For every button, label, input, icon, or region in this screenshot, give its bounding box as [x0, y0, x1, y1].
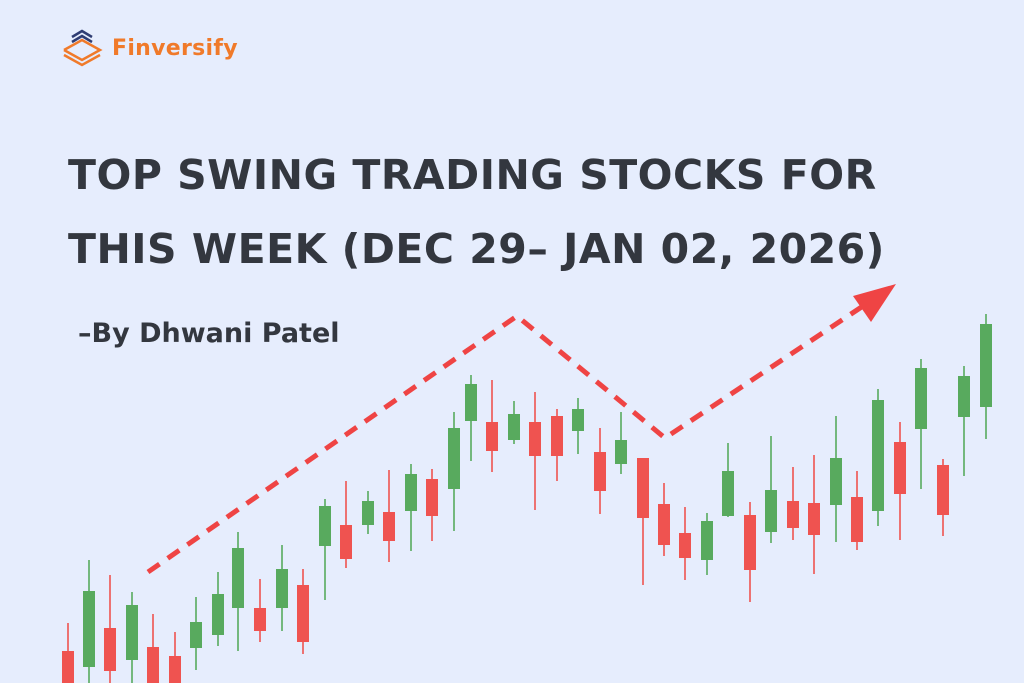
author-byline: –By Dhwani Patel [78, 318, 340, 349]
candle-up [701, 513, 713, 575]
candle-body [190, 622, 202, 648]
candle-up [276, 545, 288, 631]
candle-body [340, 525, 352, 559]
candle-body [104, 628, 116, 671]
candle-body [383, 512, 395, 541]
candle-up [465, 375, 477, 461]
candle-body [254, 608, 266, 631]
candle-up [980, 314, 992, 439]
candle-down [254, 579, 266, 642]
candle-down [787, 467, 799, 540]
candle-body [508, 414, 520, 440]
candle-down [62, 623, 74, 683]
candle-up [212, 572, 224, 646]
candle-down [383, 470, 395, 562]
candle-up [83, 560, 95, 683]
candle-body [658, 504, 670, 545]
candle-body [808, 503, 820, 535]
candle-down [744, 502, 756, 602]
candle-down [104, 575, 116, 683]
candle-body [744, 515, 756, 570]
arrow-head-icon [853, 284, 896, 322]
candle-up [915, 359, 927, 489]
candle-up [362, 491, 374, 534]
candle-down [894, 422, 906, 540]
candle-down [169, 632, 181, 683]
candle-up [722, 443, 734, 517]
candle-body [276, 569, 288, 608]
candle-body [486, 422, 498, 451]
candle-body [212, 594, 224, 635]
candle-body [787, 501, 799, 528]
candle-up [765, 436, 777, 543]
candle-up [126, 592, 138, 683]
candle-body [362, 501, 374, 525]
candle-body [319, 506, 331, 546]
trend-line [146, 297, 874, 575]
candle-body [147, 647, 159, 683]
candle-up [508, 401, 520, 444]
candle-body [637, 458, 649, 518]
candle-down [851, 471, 863, 550]
candle-body [126, 605, 138, 660]
candle-up [872, 389, 884, 526]
candle-body [465, 384, 477, 421]
candle-body [701, 521, 713, 560]
candle-up [232, 532, 244, 651]
candle-body [594, 452, 606, 491]
title-line-2: THIS WEEK (DEC 29– JAN 02, 2026) [68, 225, 885, 273]
stacked-layers-icon [63, 29, 103, 67]
page-title: TOP SWING TRADING STOCKS FOR THIS WEEK (… [68, 138, 885, 286]
candle-down [529, 392, 541, 510]
candle-body [980, 324, 992, 407]
candle-up [830, 416, 842, 542]
candle-up [319, 499, 331, 600]
candle-body [572, 409, 584, 431]
candle-up [615, 412, 627, 474]
candle-body [894, 442, 906, 494]
candle-down [937, 459, 949, 536]
candle-down [808, 455, 820, 574]
candle-body [405, 474, 417, 511]
candle-body [937, 465, 949, 515]
candle-down [594, 428, 606, 514]
candle-body [851, 497, 863, 542]
candle-down [486, 380, 498, 472]
candle-body [551, 416, 563, 456]
candle-down [426, 469, 438, 541]
candle-body [679, 533, 691, 558]
candle-body [872, 400, 884, 511]
candle-body [169, 656, 181, 683]
candle-up [572, 398, 584, 454]
candle-up [448, 412, 460, 531]
candle-body [297, 585, 309, 642]
candle-body [915, 368, 927, 429]
candle-body [62, 651, 74, 683]
candle-down [679, 507, 691, 580]
candle-body [529, 422, 541, 456]
brand-logo: Finversify [60, 28, 238, 68]
candle-body [958, 376, 970, 417]
candle-body [426, 479, 438, 516]
candle-up [190, 597, 202, 670]
title-line-1: TOP SWING TRADING STOCKS FOR [68, 151, 877, 199]
candle-up [405, 464, 417, 551]
candle-down [658, 483, 670, 556]
brand-name: Finversify [112, 35, 238, 61]
candle-body [232, 548, 244, 608]
candle-down [637, 458, 649, 585]
candle-down [340, 481, 352, 568]
candle-body [83, 591, 95, 667]
candle-body [830, 458, 842, 505]
candle-body [765, 490, 777, 532]
candle-body [615, 440, 627, 464]
candle-down [551, 409, 563, 481]
candle-up [958, 366, 970, 476]
candle-body [722, 471, 734, 516]
candle-body [448, 428, 460, 489]
candle-down [297, 569, 309, 654]
candle-down [147, 614, 159, 683]
